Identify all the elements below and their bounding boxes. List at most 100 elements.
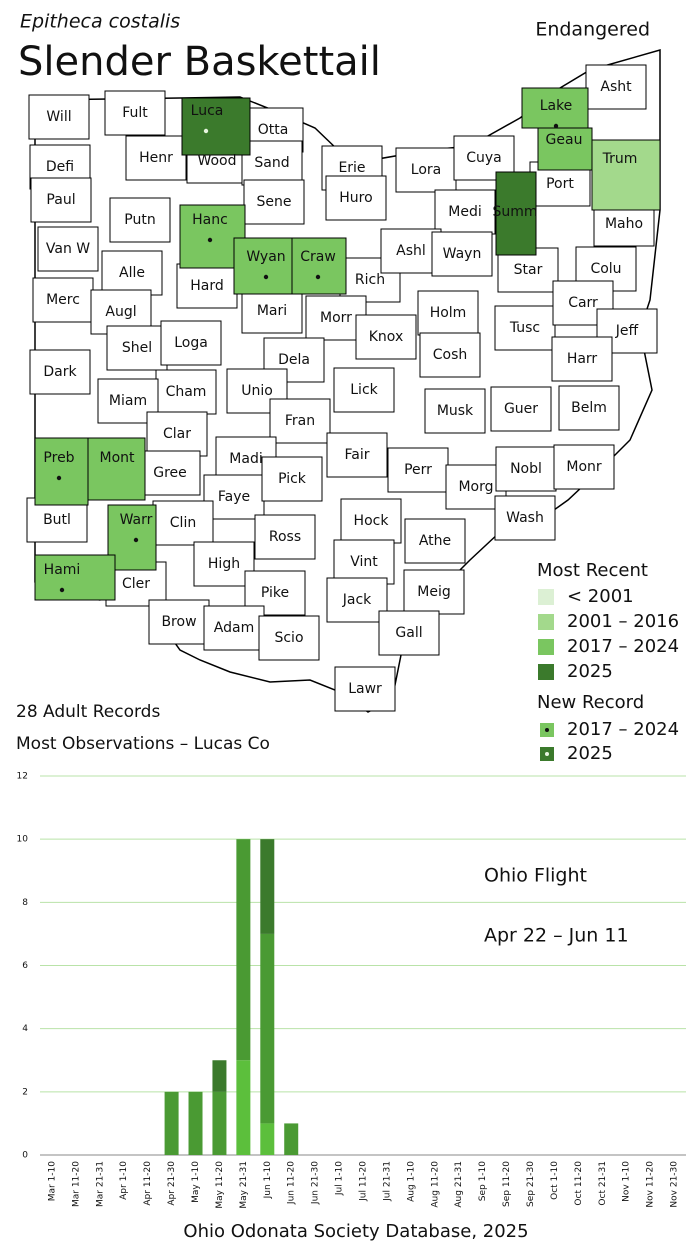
legend-title: New Record: [537, 692, 644, 713]
county-label: Colu: [590, 261, 621, 277]
county-label: Maho: [605, 216, 643, 232]
x-tick-label: Oct 11-20: [574, 1161, 584, 1206]
bar-segment: [260, 933, 275, 1124]
county: [537, 127, 593, 171]
county-label: Hock: [354, 513, 390, 529]
county: [101, 250, 163, 296]
bar-segment: [260, 839, 275, 934]
x-tick-label: Apr 1-10: [119, 1161, 129, 1200]
county: [591, 139, 661, 211]
y-tick-label: 10: [17, 835, 29, 845]
county: [109, 197, 171, 243]
new-record-dot: [133, 537, 139, 543]
county-label: Sene: [257, 194, 292, 210]
x-tick-label: Aug 21-31: [454, 1161, 464, 1208]
county-label: Luca: [191, 103, 224, 119]
county-label: Gree: [153, 465, 187, 481]
y-tick-label: 6: [22, 961, 28, 971]
y-tick-label: 4: [22, 1024, 28, 1034]
county-label: Faye: [218, 489, 250, 505]
county-label: Perr: [404, 462, 432, 478]
county-label: Cuya: [466, 150, 502, 166]
legend-swatch: [538, 664, 554, 680]
county-label: Summ: [492, 204, 537, 220]
x-tick-label: Jun 21-30: [311, 1161, 321, 1205]
county-label: Holm: [430, 305, 467, 321]
county-label: Defi: [46, 159, 74, 175]
county-label: Unio: [241, 383, 273, 399]
county: [160, 320, 222, 366]
legend-swatch: [538, 589, 554, 605]
y-tick-label: 2: [22, 1087, 28, 1097]
county: [431, 231, 493, 277]
county: [261, 456, 323, 502]
county: [403, 569, 465, 615]
county-label: Alle: [119, 265, 145, 281]
county: [148, 599, 210, 645]
county: [495, 171, 537, 256]
county-label: Star: [514, 262, 543, 278]
y-tick-label: 12: [17, 772, 28, 782]
county-label: Van W: [46, 241, 90, 257]
x-tick-label: Nov 1-10: [622, 1161, 632, 1202]
county: [226, 368, 288, 414]
county-label: Hami: [44, 562, 81, 578]
county-label: Pike: [261, 585, 289, 601]
county: [380, 228, 442, 274]
county: [181, 97, 251, 156]
county-label: Harr: [567, 351, 598, 367]
county-label: Mari: [257, 303, 287, 319]
x-tick-label: Oct 1-10: [550, 1161, 560, 1200]
x-tick-label: Mar 11-20: [71, 1161, 81, 1207]
new-record-dot: [315, 274, 321, 280]
county-label: Scio: [274, 630, 303, 646]
x-tick-label: Mar 21-31: [95, 1161, 105, 1207]
county-label: Warr: [120, 512, 153, 528]
county-label: Vint: [350, 554, 378, 570]
county: [258, 615, 320, 661]
county-label: Paul: [46, 192, 75, 208]
legend-swatch: [538, 614, 554, 630]
county-label: Miam: [109, 393, 147, 409]
county: [495, 446, 557, 492]
county-label: Madi: [229, 451, 262, 467]
county-label: Wood: [197, 153, 236, 169]
county-label: Hanc: [192, 212, 228, 228]
county-label: Ashl: [396, 243, 426, 259]
county: [378, 610, 440, 656]
legend-dot: [545, 752, 549, 756]
county-label: Lawr: [348, 681, 382, 697]
bar-segment: [284, 1123, 299, 1155]
county-label: Hard: [190, 278, 224, 294]
county: [233, 237, 293, 295]
county-label: Morr: [320, 310, 352, 326]
county-label: Brow: [161, 614, 196, 630]
county: [32, 277, 94, 323]
county: [34, 554, 116, 601]
y-tick-label: 0: [22, 1151, 28, 1161]
county: [104, 90, 166, 136]
county: [125, 135, 187, 181]
county-label: Lora: [411, 162, 441, 178]
county: [254, 514, 316, 560]
county-label: Monr: [566, 459, 602, 475]
county: [87, 437, 146, 501]
x-tick-label: Jul 11-20: [359, 1161, 369, 1202]
county: [551, 336, 613, 382]
x-tick-label: Jun 11-20: [287, 1161, 297, 1205]
county-label: Musk: [437, 403, 474, 419]
county: [333, 367, 395, 413]
legend-title: Most Recent: [537, 560, 648, 581]
x-tick-label: May 1-10: [191, 1161, 201, 1203]
county-label: Augl: [105, 304, 136, 320]
x-tick-label: Jul 1-10: [335, 1161, 345, 1196]
bar-segment: [164, 1091, 179, 1155]
county: [424, 388, 486, 434]
county: [340, 498, 402, 544]
bar-segment: [260, 1123, 275, 1155]
county-label: Huro: [339, 190, 372, 206]
stat: Most Observations – Lucas Co: [16, 734, 270, 754]
county-label: Jeff: [615, 323, 639, 339]
county-label: Butl: [43, 512, 71, 528]
